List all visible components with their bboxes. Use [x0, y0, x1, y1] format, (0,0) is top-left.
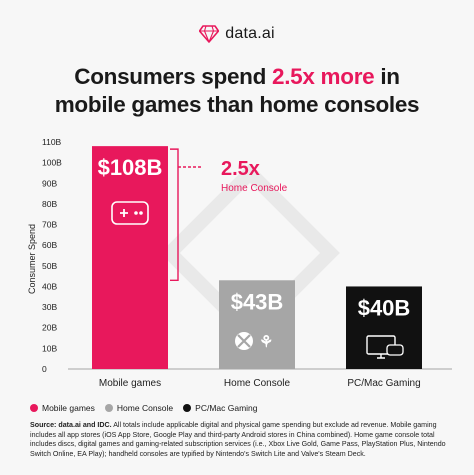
y-tick-label: 70B	[42, 220, 57, 230]
brand-name: data.ai	[225, 25, 275, 42]
legend-label-home-console: Home Console	[116, 403, 174, 413]
legend-item-pc: PC/Mac Gaming	[183, 403, 258, 413]
xbox-x	[237, 334, 251, 348]
annotation-label: Home Console	[221, 183, 288, 194]
gamepad-button	[139, 211, 143, 215]
y-axis-label: Consumer Spend	[27, 224, 37, 294]
mini-gamepad	[386, 344, 404, 356]
bar-chart: 0 10B 20B 30B 40B 50B 60B 70B 80B 90B 100B 110B Cons…	[27, 137, 452, 389]
legend-swatch-home-console	[104, 404, 113, 412]
gem-icon	[199, 25, 220, 43]
source-text: All totals include applicable digital an…	[30, 421, 446, 458]
source-note: Source: data.ai and IDC. All totals incl…	[30, 421, 450, 459]
legend-label-pc: PC/Mac Gaming	[195, 403, 258, 413]
data-label: $43B	[231, 289, 284, 314]
y-tick-label: 30B	[42, 302, 57, 312]
y-tick-label: 50B	[42, 261, 57, 271]
legend-item-mobile: Mobile games	[30, 403, 95, 413]
brand-header: data.ai	[0, 25, 474, 43]
legend-item-home-console: Home Console	[104, 403, 174, 413]
x-tick-label: Mobile games	[99, 378, 161, 389]
y-tick-label: 20B	[42, 323, 57, 333]
x-tick-label: Home Console	[224, 378, 291, 389]
title-highlight: 2.5x more	[272, 64, 375, 89]
y-tick-label: 110B	[42, 137, 62, 147]
xbox-playstation-icons: ⚘	[235, 332, 273, 351]
playstation-icon: ⚘	[259, 334, 273, 351]
legend: Mobile games Home Console PC/Mac Gaming	[30, 403, 258, 413]
x-tick-label: PC/Mac Gaming	[347, 378, 420, 389]
bar	[92, 146, 168, 369]
data-label: $108B	[98, 155, 163, 180]
y-tick-label: 60B	[42, 240, 57, 250]
title-line-2: mobile games than home consoles	[54, 92, 420, 117]
chart-title: Consumers spend 2.5x more in mobile game…	[0, 63, 474, 119]
monitor-stand	[377, 354, 385, 359]
legend-label-mobile: Mobile games	[42, 403, 95, 413]
y-tick-label: 0	[42, 364, 47, 374]
title-suffix: in	[374, 64, 400, 89]
annotation-bracket	[170, 148, 179, 281]
legend-swatch-mobile	[30, 404, 38, 412]
gamepad-dpad	[120, 209, 128, 217]
gamepad-body	[111, 201, 149, 225]
y-tick-label: 40B	[42, 281, 57, 291]
source-lead: Source: data.ai and IDC.	[30, 421, 112, 429]
pc-gamepad-icon	[366, 335, 404, 359]
y-tick-label: 100B	[42, 158, 62, 168]
gamepad-icon	[111, 201, 149, 225]
gamepad-button	[134, 211, 138, 215]
bar	[346, 286, 422, 369]
bar	[219, 280, 295, 369]
annotation-value: 2.5x	[221, 158, 260, 180]
legend-swatch-pc	[183, 404, 192, 412]
y-tick-label: 10B	[42, 343, 57, 353]
title-prefix: Consumers spend	[74, 64, 272, 89]
y-tick-label: 90B	[42, 178, 57, 188]
y-tick-label: 80B	[42, 199, 57, 209]
data-label: $40B	[358, 295, 411, 320]
